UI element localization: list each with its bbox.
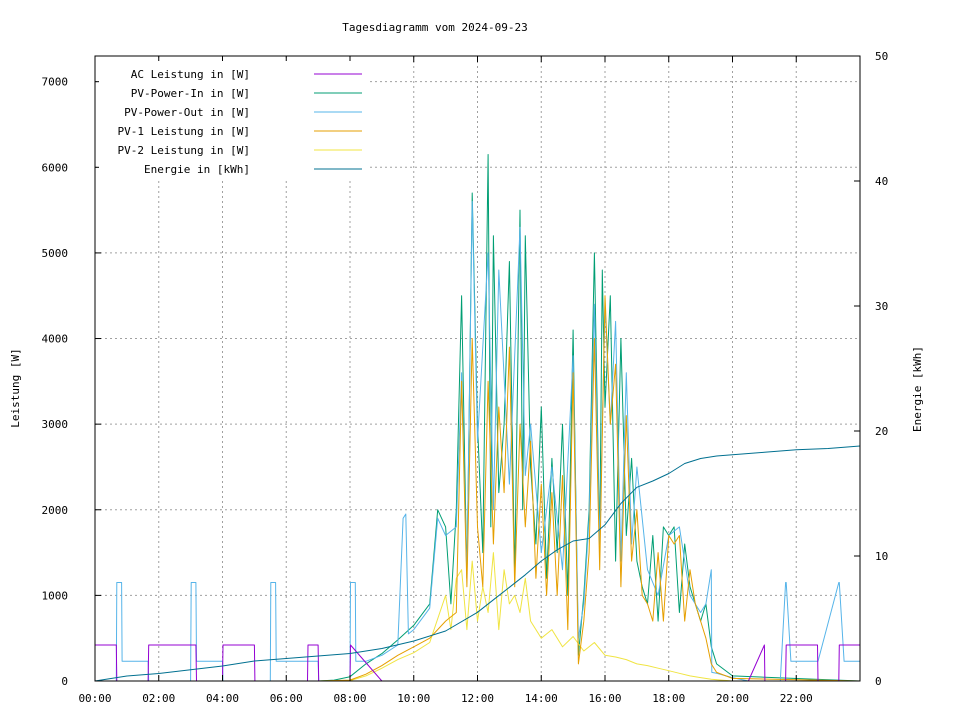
y-tick-label: 3000 <box>42 418 69 431</box>
y-tick-label: 1000 <box>42 589 69 602</box>
axis-layer: 00:00 02:00 04:00 06:00 08:00 10:00 12:00 14:00… <box>42 50 889 705</box>
y2-tick-label: 30 <box>875 300 888 313</box>
y2-tick-label: 10 <box>875 550 888 563</box>
series-line-energie-in-kwh <box>94 445 861 682</box>
y-tick-label: 6000 <box>42 161 69 174</box>
legend-label: AC Leistung in [W] <box>131 68 250 81</box>
legend-label: PV-2 Leistung in [W] <box>118 144 250 157</box>
x-tick-label: 06:00 <box>270 692 303 705</box>
legend-label: Energie in [kWh] <box>144 163 250 176</box>
legend-label: PV-1 Leistung in [W] <box>118 125 250 138</box>
y-tick-label: 5000 <box>42 247 69 260</box>
legend-label: PV-Power-In in [W] <box>131 87 250 100</box>
legend-background <box>99 61 369 179</box>
x-tick-label: 22:00 <box>780 692 813 705</box>
y2-tick-label: 40 <box>875 175 888 188</box>
y-axis-label: Leistung [W] <box>9 348 22 427</box>
x-tick-label: 04:00 <box>206 692 239 705</box>
grid-layer <box>95 56 860 681</box>
y2-tick-label: 20 <box>875 425 888 438</box>
chart-title: Tagesdiagramm vom 2024-09-23 <box>342 21 527 34</box>
x-tick-label: 20:00 <box>716 692 749 705</box>
series-layer <box>94 154 861 682</box>
x-tick-label: 16:00 <box>588 692 621 705</box>
series-line-pv-power-out-in-w <box>95 201 860 682</box>
x-tick-label: 10:00 <box>397 692 430 705</box>
y2-axis-label: Energie [kWh] <box>911 346 924 432</box>
x-tick-label: 18:00 <box>652 692 685 705</box>
y-tick-label: 2000 <box>42 504 69 517</box>
series-line-pv-1-leistung-in-w <box>95 295 861 682</box>
x-tick-label: 12:00 <box>461 692 494 705</box>
x-tick-label: 00:00 <box>78 692 111 705</box>
x-tick-label: 14:00 <box>525 692 558 705</box>
x-tick-label: 02:00 <box>142 692 175 705</box>
y2-tick-label: 50 <box>875 50 888 63</box>
legend: AC Leistung in [W] PV-Power-In in [W] PV-P… <box>99 61 369 179</box>
y2-tick-label: 0 <box>875 675 882 688</box>
y-tick-label: 7000 <box>42 76 69 89</box>
x-tick-label: 08:00 <box>333 692 366 705</box>
y-tick-label: 4000 <box>42 333 69 346</box>
series-line-pv-2-leistung-in-w <box>95 552 860 682</box>
legend-label: PV-Power-Out in [W] <box>124 106 250 119</box>
y-tick-label: 0 <box>61 675 68 688</box>
